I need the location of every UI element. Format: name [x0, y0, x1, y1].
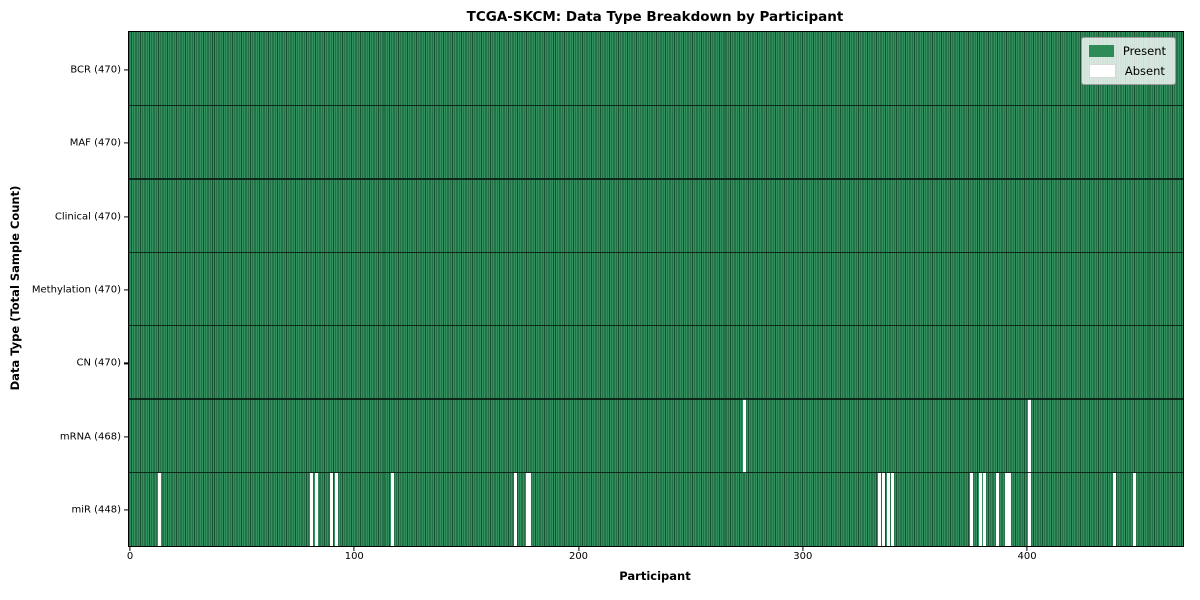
ytick-mark-cn [124, 362, 128, 365]
legend-item-present: Present [1088, 44, 1166, 58]
row-divider [129, 398, 1183, 400]
absent-mark-mir-375 [969, 472, 973, 546]
ytick-mark-mir [124, 509, 128, 511]
absent-mark-mir-177 [525, 472, 529, 546]
absent-mark-mir-340 [891, 472, 895, 546]
ytick-label-cn: CN (470) [76, 357, 121, 369]
absent-mark-mir-81 [310, 472, 314, 546]
heatmap-row-methylation [129, 252, 1183, 325]
xtick-label-100: 100 [344, 551, 364, 562]
heatmap-row-cn [129, 326, 1183, 399]
xtick-label-0: 0 [126, 551, 134, 562]
absent-mark-mir-392 [1007, 472, 1011, 546]
heatmap-row-bcr [129, 32, 1183, 105]
absent-mark-mir-391 [1005, 472, 1009, 546]
ytick-mark-bcr [124, 69, 128, 71]
legend-item-absent: Absent [1088, 64, 1166, 78]
absent-mark-mir-338 [886, 472, 890, 546]
xtick-label-400: 400 [1017, 551, 1037, 562]
absent-mark-mir-381 [983, 472, 986, 546]
row-divider [129, 178, 1183, 180]
absent-mark-mir-334 [877, 472, 881, 546]
row-divider [129, 104, 1183, 107]
absent-mark-mir-401 [1027, 472, 1031, 546]
legend: Present Absent [1080, 37, 1176, 85]
absent-mark-mrna-274 [743, 399, 747, 473]
xtick-label-300: 300 [793, 551, 813, 562]
absent-mark-mir-13 [157, 472, 161, 546]
absent-mark-mir-83 [314, 472, 318, 546]
ytick-mark-maf [124, 142, 128, 144]
xtick-mark-100 [353, 547, 355, 551]
absent-mark-mir-448 [1133, 472, 1137, 546]
ytick-mark-methylation [124, 289, 128, 291]
xtick-mark-300 [802, 547, 804, 551]
absent-mark-mir-90 [330, 472, 334, 546]
legend-label-absent: Absent [1124, 64, 1165, 78]
legend-label-present: Present [1122, 44, 1166, 58]
ytick-label-mrna: mRNA (468) [59, 431, 121, 443]
present-swatch-icon [1088, 45, 1114, 57]
chart-title: TCGA-SKCM: Data Type Breakdown by Partic… [466, 9, 844, 25]
absent-mark-mir-439 [1113, 472, 1117, 546]
x-axis-title: Participant [619, 569, 691, 583]
xtick-mark-0 [129, 547, 131, 551]
ytick-mark-clinical [124, 215, 128, 218]
row-divider [129, 251, 1183, 253]
ytick-label-mir: miR (448) [71, 504, 121, 516]
ytick-label-methylation: Methylation (470) [31, 284, 121, 296]
absent-swatch-icon [1088, 64, 1116, 78]
absent-mark-mir-379 [978, 472, 982, 546]
xtick-label-200: 200 [568, 551, 589, 562]
row-divider [129, 325, 1183, 327]
ytick-label-clinical: Clinical (470) [54, 211, 121, 223]
ytick-label-bcr: BCR (470) [70, 64, 121, 76]
absent-mark-mir-92 [334, 472, 338, 546]
heatmap-row-mir [129, 472, 1183, 546]
ytick-label-maf: MAF (470) [69, 137, 121, 149]
absent-mark-mir-387 [996, 472, 1000, 546]
heatmap-row-mrna [129, 399, 1183, 473]
absent-mark-mir-336 [882, 472, 886, 546]
heatmap-row-clinical [129, 179, 1183, 252]
absent-mark-mir-172 [514, 472, 518, 546]
absent-mark-mrna-401 [1027, 399, 1031, 473]
ytick-mark-mrna [124, 436, 128, 438]
heatmap-row-maf [129, 105, 1183, 178]
xtick-mark-400 [1026, 547, 1028, 551]
absent-mark-mir-178 [527, 472, 531, 546]
absent-mark-mir-117 [390, 472, 394, 546]
plot-area: Present Absent [128, 31, 1184, 547]
xtick-mark-200 [577, 547, 580, 551]
row-divider [129, 471, 1183, 474]
